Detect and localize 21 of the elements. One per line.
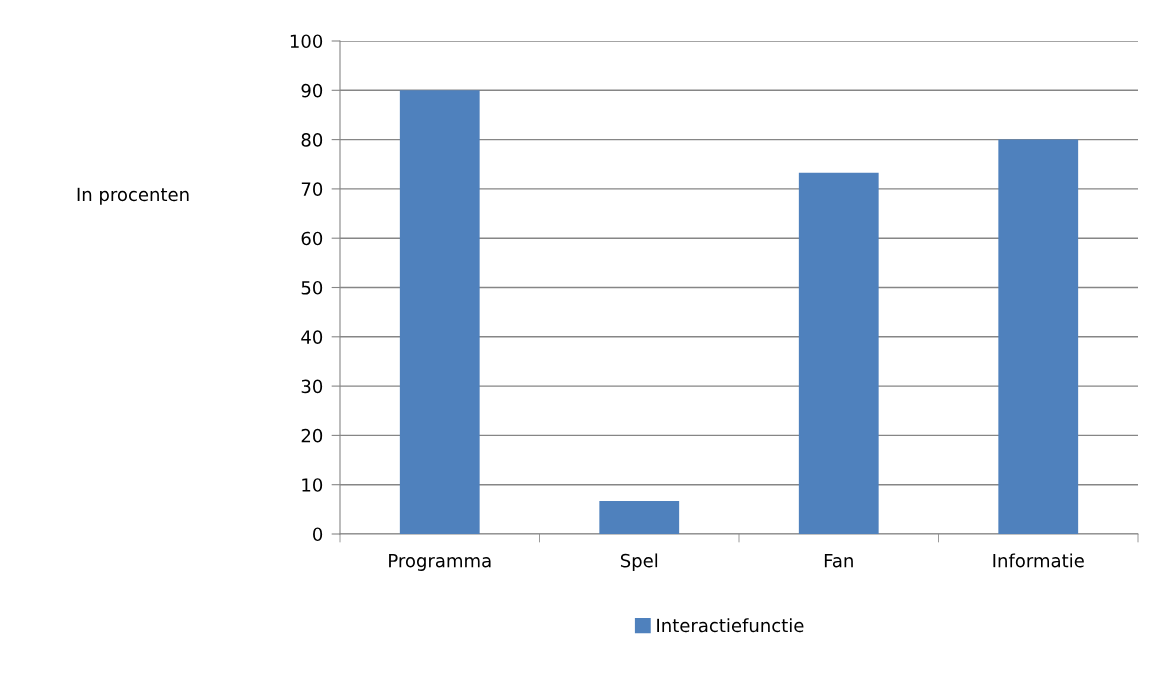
text: In procenten bbox=[77, 187, 189, 205]
y-tick-label: 30 bbox=[301, 379, 323, 394]
y-tick-label: 40 bbox=[301, 330, 323, 344]
y-tick-label: 100 bbox=[290, 34, 323, 49]
x-tick-label: Programma bbox=[389, 554, 491, 571]
x-tick-label: Fan bbox=[824, 554, 853, 568]
y-tick-label: 70 bbox=[301, 182, 323, 197]
y-tick-label: 10 bbox=[302, 478, 323, 492]
x-tick-label: Informatie bbox=[993, 553, 1084, 568]
y-tick-label: 80 bbox=[301, 133, 323, 147]
bar bbox=[399, 90, 480, 534]
y-tick-label: 0 bbox=[313, 527, 323, 542]
y-tick-label: 20 bbox=[301, 428, 323, 443]
bar bbox=[599, 500, 680, 534]
x-tick-label: Spel bbox=[620, 553, 658, 571]
legend-label: Interactiefunctie bbox=[657, 618, 804, 633]
y-tick-label: 60 bbox=[301, 231, 323, 246]
bar bbox=[998, 139, 1079, 534]
y-tick-label: 50 bbox=[301, 280, 323, 295]
bar bbox=[798, 172, 879, 534]
y-tick-label: 90 bbox=[301, 83, 323, 98]
